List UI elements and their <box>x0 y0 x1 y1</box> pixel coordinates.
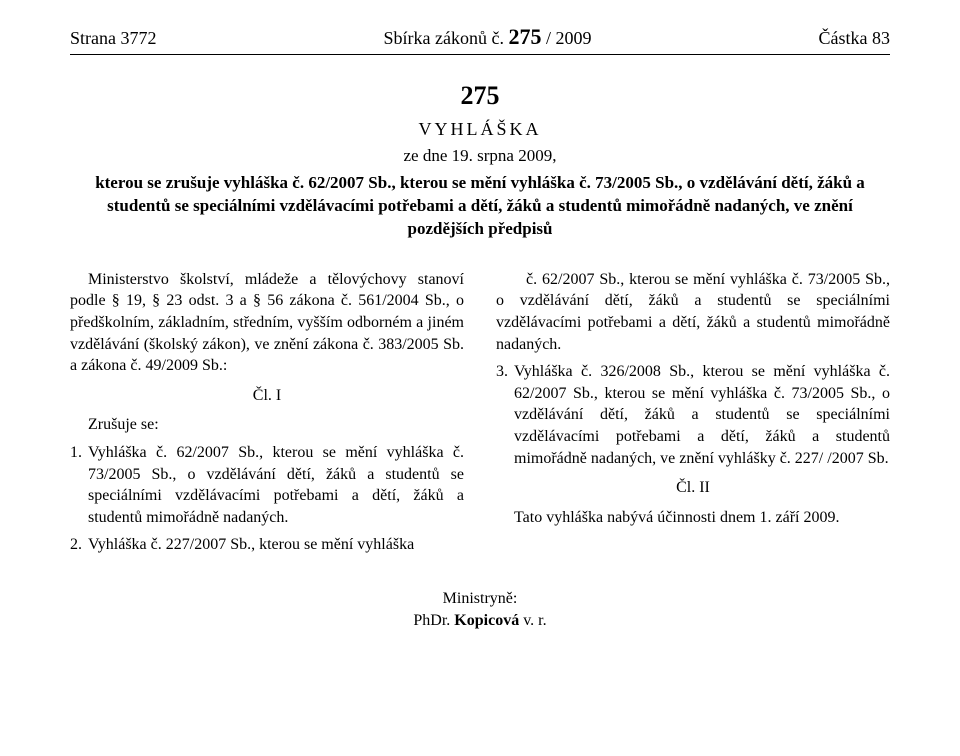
signature-block: Ministryně: PhDr. Kopicová v. r. <box>70 590 890 630</box>
doc-date: ze dne 19. srpna 2009, <box>70 146 890 166</box>
signature-name: PhDr. Kopicová v. r. <box>70 612 890 630</box>
cancel-heading: Zrušuje se: <box>70 414 464 436</box>
list-item-number: 2. <box>70 534 88 556</box>
list-item-number: 3. <box>496 361 514 469</box>
continuation-paragraph: č. 62/2007 Sb., kterou se mění vyhláška … <box>496 269 890 355</box>
signature-name-suffix: v. r. <box>519 612 546 629</box>
header-center-number: 275 <box>508 24 541 49</box>
right-column: č. 62/2007 Sb., kterou se mění vyhláška … <box>496 269 890 562</box>
list-item-text: Vyhláška č. 326/2008 Sb., kterou se mění… <box>514 361 890 469</box>
signature-role: Ministryně: <box>70 590 890 608</box>
list-item-text: Vyhláška č. 227/2007 Sb., kterou se mění… <box>88 534 464 556</box>
list-item-number: 1. <box>70 442 88 528</box>
header-left: Strana 3772 <box>70 28 156 49</box>
list-item-text: Vyhláška č. 62/2007 Sb., kterou se mění … <box>88 442 464 528</box>
article-2-label: Čl. II <box>496 477 890 499</box>
list-item: 3. Vyhláška č. 326/2008 Sb., kterou se m… <box>496 361 890 469</box>
effect-paragraph: Tato vyhláška nabývá účinnosti dnem 1. z… <box>496 507 890 529</box>
header-center-prefix: Sbírka zákonů č. <box>384 28 509 48</box>
page-header: Strana 3772 Sbírka zákonů č. 275 / 2009 … <box>70 24 890 55</box>
doc-number: 275 <box>70 81 890 111</box>
list-item: 2. Vyhláška č. 227/2007 Sb., kterou se m… <box>70 534 464 556</box>
header-right: Částka 83 <box>819 28 891 49</box>
list-item: 1. Vyhláška č. 62/2007 Sb., kterou se mě… <box>70 442 464 528</box>
signature-name-bold: Kopicová <box>454 612 519 629</box>
doc-type: VYHLÁŠKA <box>70 119 890 140</box>
signature-name-prefix: PhDr. <box>413 612 454 629</box>
header-center: Sbírka zákonů č. 275 / 2009 <box>384 24 592 50</box>
page: Strana 3772 Sbírka zákonů č. 275 / 2009 … <box>0 0 960 650</box>
header-center-suffix: / 2009 <box>541 28 591 48</box>
article-1-label: Čl. I <box>70 385 464 407</box>
intro-paragraph: Ministerstvo školství, mládeže a tělovýc… <box>70 269 464 377</box>
left-column: Ministerstvo školství, mládeže a tělovýc… <box>70 269 464 562</box>
doc-title: kterou se zrušuje vyhláška č. 62/2007 Sb… <box>90 172 870 241</box>
body-columns: Ministerstvo školství, mládeže a tělovýc… <box>70 269 890 562</box>
